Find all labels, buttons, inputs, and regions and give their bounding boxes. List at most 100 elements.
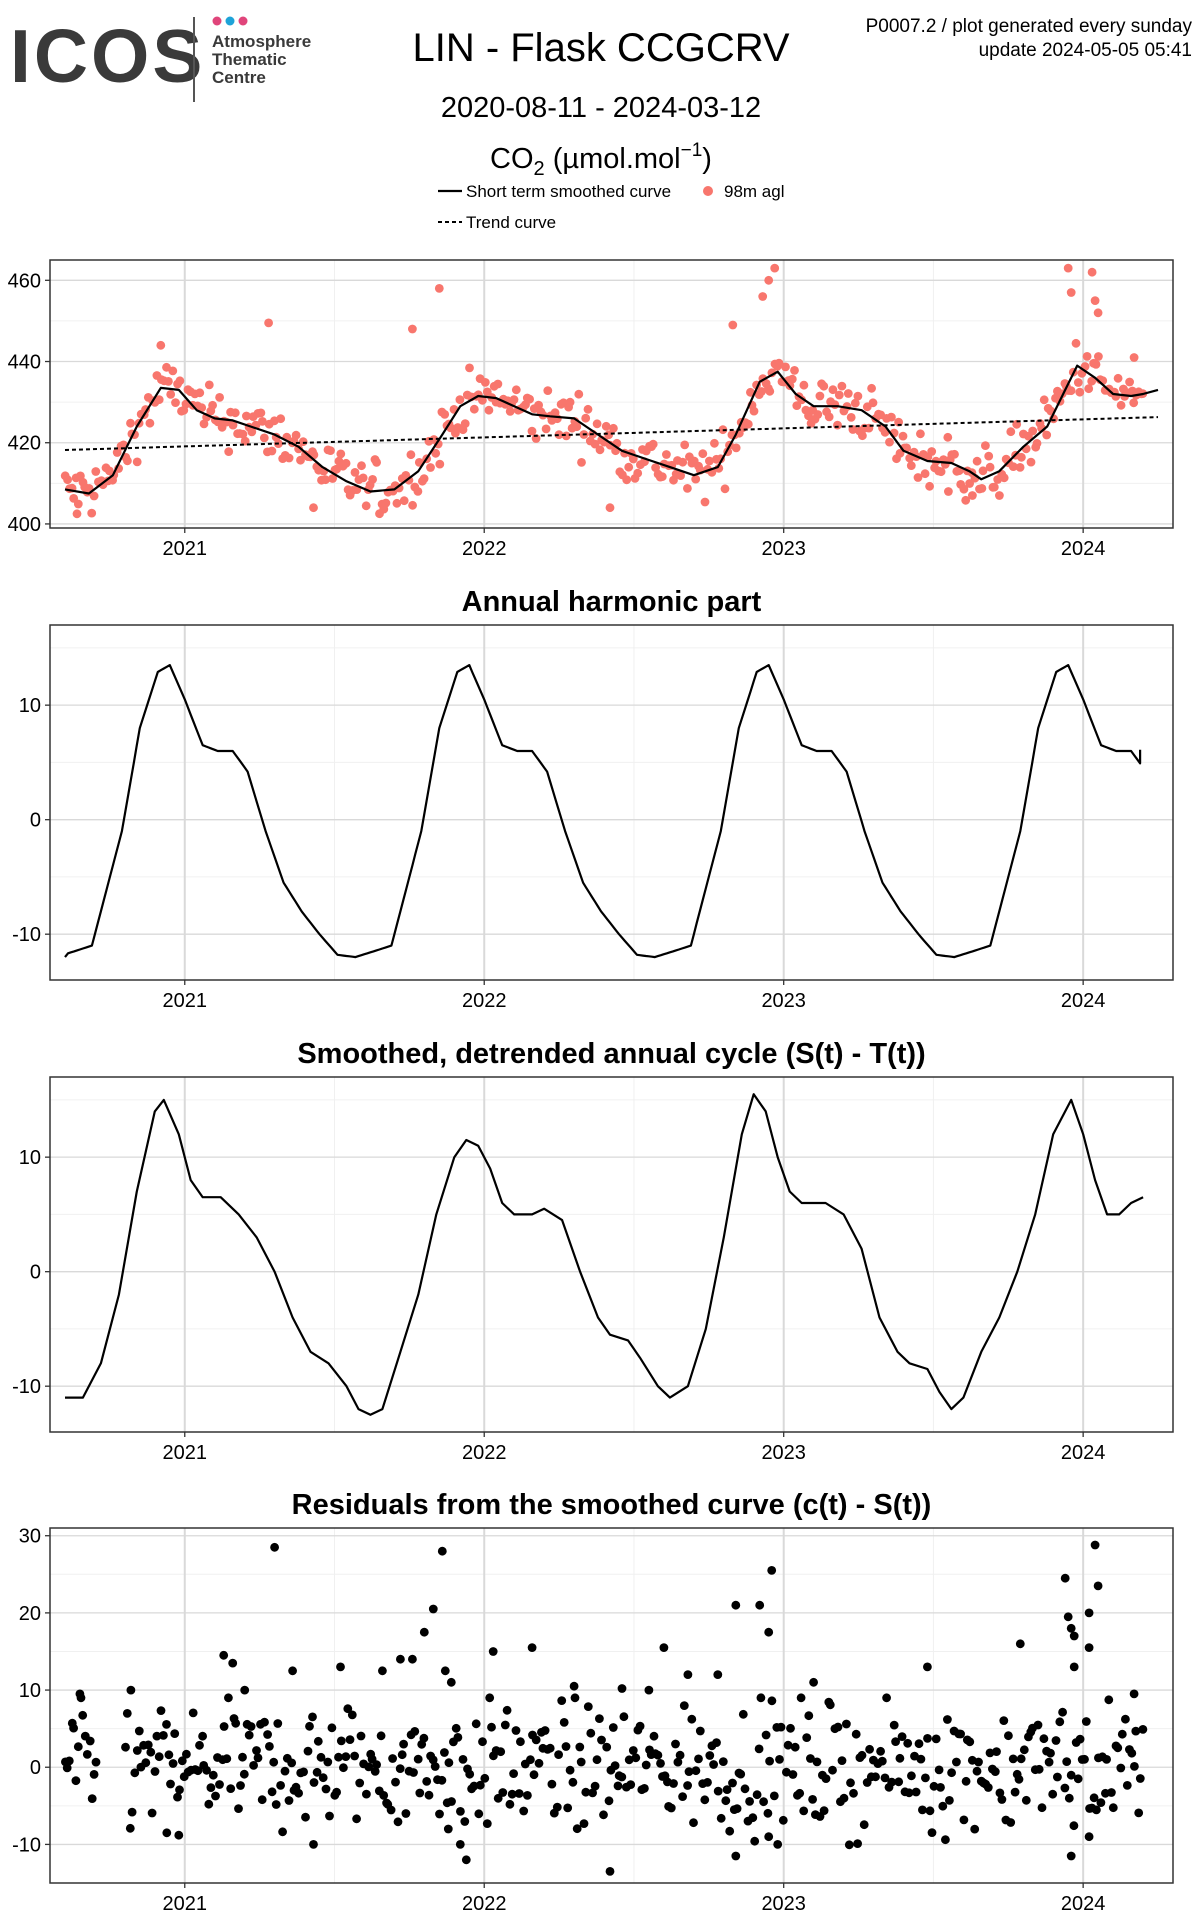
residual-point xyxy=(943,1715,952,1724)
residual-point xyxy=(202,1765,212,1775)
data-point xyxy=(1032,439,1042,448)
data-point xyxy=(419,474,429,483)
residual-point xyxy=(588,1788,597,1798)
residual-point xyxy=(270,1542,279,1552)
data-point xyxy=(565,397,575,407)
residual-point xyxy=(745,1797,754,1806)
residual-point xyxy=(995,1788,1005,1798)
smoothed-line xyxy=(64,364,1159,495)
data-point xyxy=(309,503,318,513)
data-point xyxy=(541,424,551,434)
data-point xyxy=(336,449,346,459)
residual-point xyxy=(802,1733,812,1742)
residual-point xyxy=(1108,1803,1118,1813)
residual-point xyxy=(309,1778,319,1787)
residual-point xyxy=(903,1738,913,1748)
residual-point xyxy=(1122,1781,1132,1790)
data-point xyxy=(592,419,602,429)
data-point xyxy=(394,483,404,493)
residual-point xyxy=(659,1643,669,1652)
residual-point xyxy=(575,1742,585,1752)
data-point xyxy=(321,475,330,485)
residual-point xyxy=(1033,1720,1043,1730)
residual-point xyxy=(1117,1729,1127,1739)
species-name: CO xyxy=(490,143,534,175)
data-point xyxy=(1026,457,1036,467)
residual-point xyxy=(691,1766,701,1776)
y-tick-label: -10 xyxy=(12,1834,41,1856)
residual-point xyxy=(788,1770,798,1779)
residual-point xyxy=(570,1693,580,1703)
residual-point xyxy=(440,1748,449,1757)
residual-point xyxy=(773,1840,783,1849)
data-point xyxy=(746,387,755,397)
residual-point xyxy=(529,1770,539,1780)
residual-point xyxy=(923,1662,932,1672)
residual-point xyxy=(370,1767,380,1776)
date-range: 2020-08-11 - 2024-03-12 xyxy=(441,92,761,124)
residual-point xyxy=(413,1754,423,1764)
residual-point xyxy=(437,1546,447,1556)
residual-point xyxy=(859,1820,869,1830)
residual-point xyxy=(265,1742,274,1751)
residual-point xyxy=(804,1711,814,1721)
data-point xyxy=(1006,427,1016,437)
residual-point xyxy=(276,1781,285,1790)
residual-point xyxy=(393,1817,403,1827)
residual-point xyxy=(228,1658,238,1668)
data-point xyxy=(843,389,853,398)
residual-point xyxy=(583,1702,593,1711)
residual-point xyxy=(246,1722,256,1731)
residual-point xyxy=(547,1779,557,1789)
data-point xyxy=(1093,308,1103,318)
residual-point xyxy=(1135,1774,1145,1783)
residual-point xyxy=(355,1778,365,1788)
residual-point xyxy=(208,1770,218,1780)
residual-point xyxy=(763,1808,773,1818)
residual-point xyxy=(755,1600,765,1610)
residual-point xyxy=(1069,1821,1079,1831)
data-point xyxy=(242,411,251,421)
residual-point xyxy=(938,1801,948,1811)
species-subscript: 2 xyxy=(534,158,545,180)
residual-point xyxy=(234,1804,243,1813)
x-tick-label: 2024 xyxy=(1061,1442,1106,1464)
residual-point xyxy=(195,1740,204,1750)
data-point xyxy=(91,467,101,476)
residual-point xyxy=(694,1754,703,1764)
residual-point xyxy=(347,1710,357,1720)
data-point xyxy=(781,362,790,372)
residual-point xyxy=(795,1788,805,1798)
data-point xyxy=(920,469,930,479)
residual-point xyxy=(894,1777,904,1787)
residual-point xyxy=(778,1815,788,1825)
residual-point xyxy=(1081,1717,1091,1726)
residual-point xyxy=(89,1770,99,1779)
data-point xyxy=(328,474,337,483)
residual-point xyxy=(597,1735,606,1745)
residual-point xyxy=(748,1813,758,1823)
y-tick-label: 0 xyxy=(30,1262,41,1284)
residual-point xyxy=(1034,1764,1044,1774)
residual-point xyxy=(849,1788,858,1798)
panel-border xyxy=(49,1076,1174,1433)
residual-point xyxy=(569,1681,579,1691)
residual-point xyxy=(465,1769,475,1779)
residual-point xyxy=(396,1654,405,1664)
residual-point xyxy=(1116,1763,1126,1773)
residual-point xyxy=(519,1806,529,1816)
data-point xyxy=(1082,352,1092,361)
data-point xyxy=(999,473,1009,483)
residual-point xyxy=(193,1766,203,1776)
residual-point xyxy=(352,1814,361,1824)
residual-point xyxy=(613,1781,623,1791)
residual-point xyxy=(500,1720,510,1730)
residual-point xyxy=(599,1810,608,1820)
residual-point xyxy=(844,1840,854,1850)
residual-point xyxy=(1121,1714,1130,1724)
data-point xyxy=(361,501,371,511)
data-point xyxy=(968,491,977,500)
residual-point xyxy=(617,1684,627,1693)
residual-point xyxy=(725,1826,735,1836)
residual-point xyxy=(669,1779,678,1788)
